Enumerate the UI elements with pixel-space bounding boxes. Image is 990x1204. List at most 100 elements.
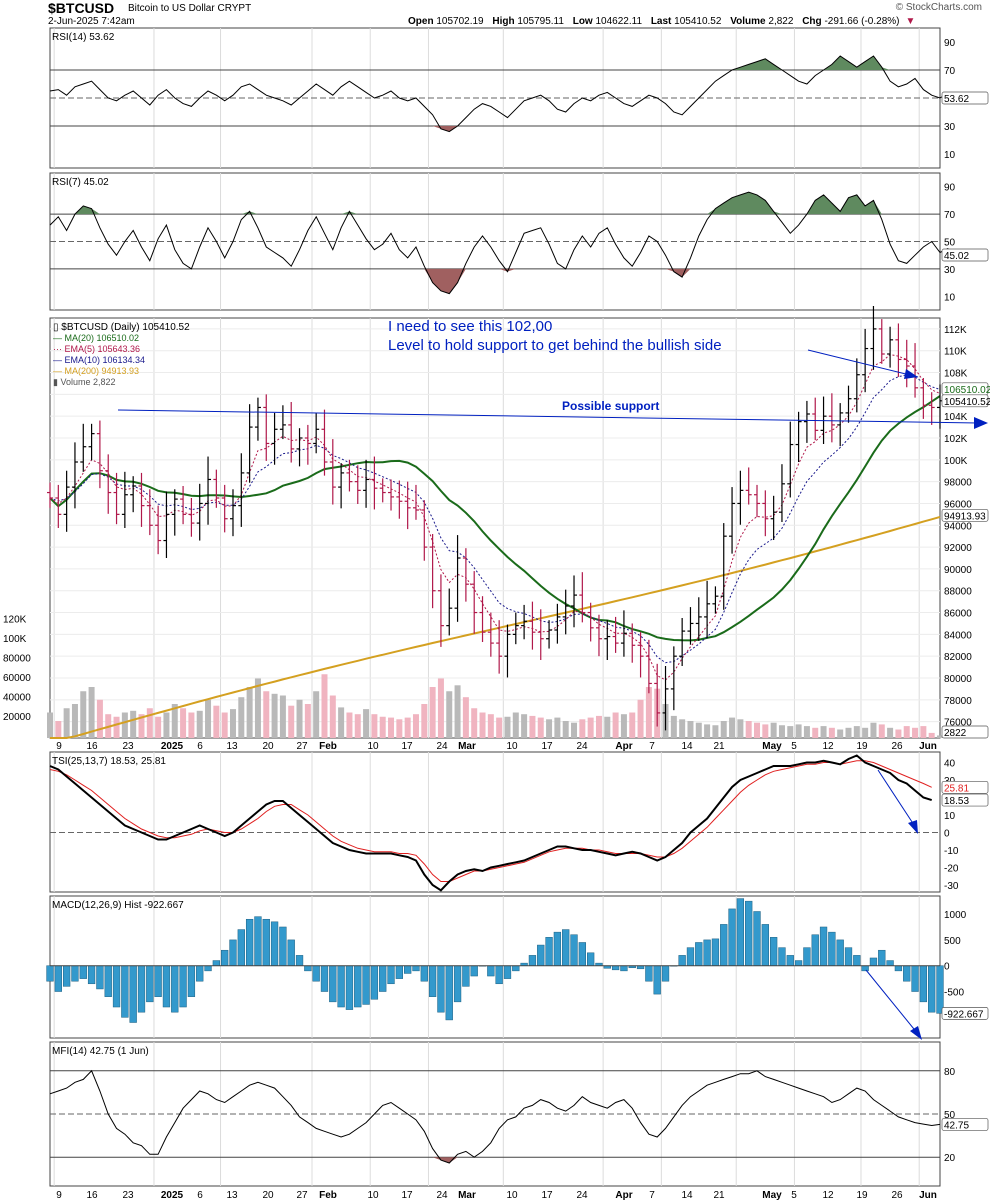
volume-bar: [429, 687, 436, 738]
price-bar: [853, 358, 860, 413]
volume-bar: [462, 697, 469, 738]
macd-histogram-bar: [146, 965, 154, 1003]
volume-bar: [80, 691, 87, 738]
price-bar: [745, 467, 752, 505]
volume-bar: [71, 704, 78, 738]
macd-histogram-bar: [778, 947, 786, 966]
price-x-label: 26: [891, 741, 903, 752]
volume-bar: [279, 695, 286, 738]
volume-bar: [196, 710, 203, 738]
price-bar: [637, 632, 644, 678]
price-bar: [770, 495, 777, 540]
price-bar: [562, 589, 569, 635]
symbol-subtitle: Bitcoin to US Dollar CRYPT: [128, 3, 251, 14]
price-bar: [221, 484, 228, 533]
price-bar: [429, 534, 436, 609]
symbol-title: $BTCUSD: [48, 0, 115, 16]
rsi7-tick-label: 30: [944, 265, 956, 276]
price-bar: [421, 500, 428, 561]
price-bar: [529, 601, 536, 650]
price-bar: [521, 604, 528, 640]
macd-histogram-bar: [495, 965, 503, 985]
price-x-label: 6: [197, 741, 203, 752]
macd-histogram-bar: [270, 921, 279, 966]
price-x-label: 5: [791, 741, 797, 752]
macd-histogram-bar: [395, 965, 403, 979]
price-bar: [595, 614, 602, 657]
volume-bar: [537, 717, 544, 738]
volume-bar: [837, 729, 844, 738]
bottom-x-label: 14: [681, 1190, 693, 1201]
price-bar: [704, 580, 711, 639]
price-tick-label: 88000: [944, 587, 972, 598]
macd-histogram-bar: [769, 937, 778, 966]
price-bar: [903, 339, 910, 388]
macd-histogram-bar: [470, 965, 478, 977]
macd-histogram-bar: [661, 965, 670, 982]
macd-histogram-bar: [570, 934, 578, 966]
price-bar: [912, 343, 919, 398]
price-bar: [612, 616, 619, 653]
price-tick-label: 110K: [944, 347, 967, 358]
price-bar: [163, 491, 170, 558]
price-bar: [321, 409, 328, 476]
change-value: -291.66 (-0.28%): [824, 16, 900, 27]
price-x-label: 14: [681, 741, 693, 752]
macd-histogram-bar: [354, 965, 362, 1008]
rsi7-overbought-fill: [50, 192, 949, 215]
macd-histogram-bar: [320, 965, 329, 992]
macd-histogram-bar: [245, 918, 254, 966]
rsi7-tick-label: 10: [944, 292, 956, 303]
macd-histogram-bar: [129, 965, 137, 1023]
exchange-name: CRYPT: [217, 3, 252, 14]
price-x-label: 10: [506, 741, 518, 752]
macd-histogram-bar: [761, 924, 769, 966]
price-bar: [604, 620, 611, 660]
price-bar: [887, 326, 894, 368]
price-bar: [304, 424, 311, 465]
macd-arrow-line: [865, 969, 919, 1035]
rsi14-tick-label: 90: [944, 38, 956, 49]
volume-bar: [121, 712, 128, 738]
bottom-x-label: 10: [367, 1190, 379, 1201]
macd-histogram-bar: [911, 965, 919, 992]
volume-bar: [637, 699, 644, 738]
price-bar: [55, 484, 62, 528]
bottom-x-label: Apr: [615, 1190, 632, 1201]
price-bar: [188, 498, 195, 537]
price-bar: [180, 486, 187, 525]
price-bar: [695, 597, 702, 641]
bottom-x-label: 6: [197, 1190, 203, 1201]
ma20-line: [49, 395, 941, 642]
macd-histogram-bar: [611, 965, 620, 971]
volume-value: 2,822: [768, 16, 794, 27]
volume-bar: [878, 724, 885, 738]
annotation-arrow-head: [904, 369, 918, 379]
macd-histogram-bar: [728, 908, 736, 966]
bottom-x-label: 17: [401, 1190, 413, 1201]
rsi7-legend: RSI(7) 45.02: [52, 177, 109, 188]
price-x-label: 17: [401, 741, 413, 752]
volume-bar: [55, 721, 62, 738]
price-bar: [803, 400, 810, 443]
volume-bar: [595, 715, 602, 738]
ma20-last-value: 106510.02: [944, 385, 990, 396]
price-legend-item: ··· EMA(5) 105643.36: [53, 344, 140, 354]
ma200-line: [50, 515, 941, 739]
volume-bar: [770, 722, 777, 738]
price-bar: [895, 323, 902, 377]
price-bar: [246, 404, 253, 483]
macd-histogram-bar: [345, 965, 354, 1010]
price-bar: [579, 572, 586, 623]
mfi-last-value: 42.75: [944, 1120, 969, 1131]
rsi7-tick-label: 50: [944, 238, 956, 249]
macd-histogram-bar: [221, 949, 229, 966]
price-bar: [71, 442, 78, 509]
price-bar: [554, 603, 561, 644]
volume-bar: [903, 726, 910, 738]
macd-histogram-bar: [803, 947, 811, 966]
rsi14-tick-label: 10: [944, 150, 956, 161]
macd-histogram-bar: [46, 965, 54, 982]
price-bar: [229, 489, 236, 537]
price-last-value-box: [941, 394, 989, 408]
